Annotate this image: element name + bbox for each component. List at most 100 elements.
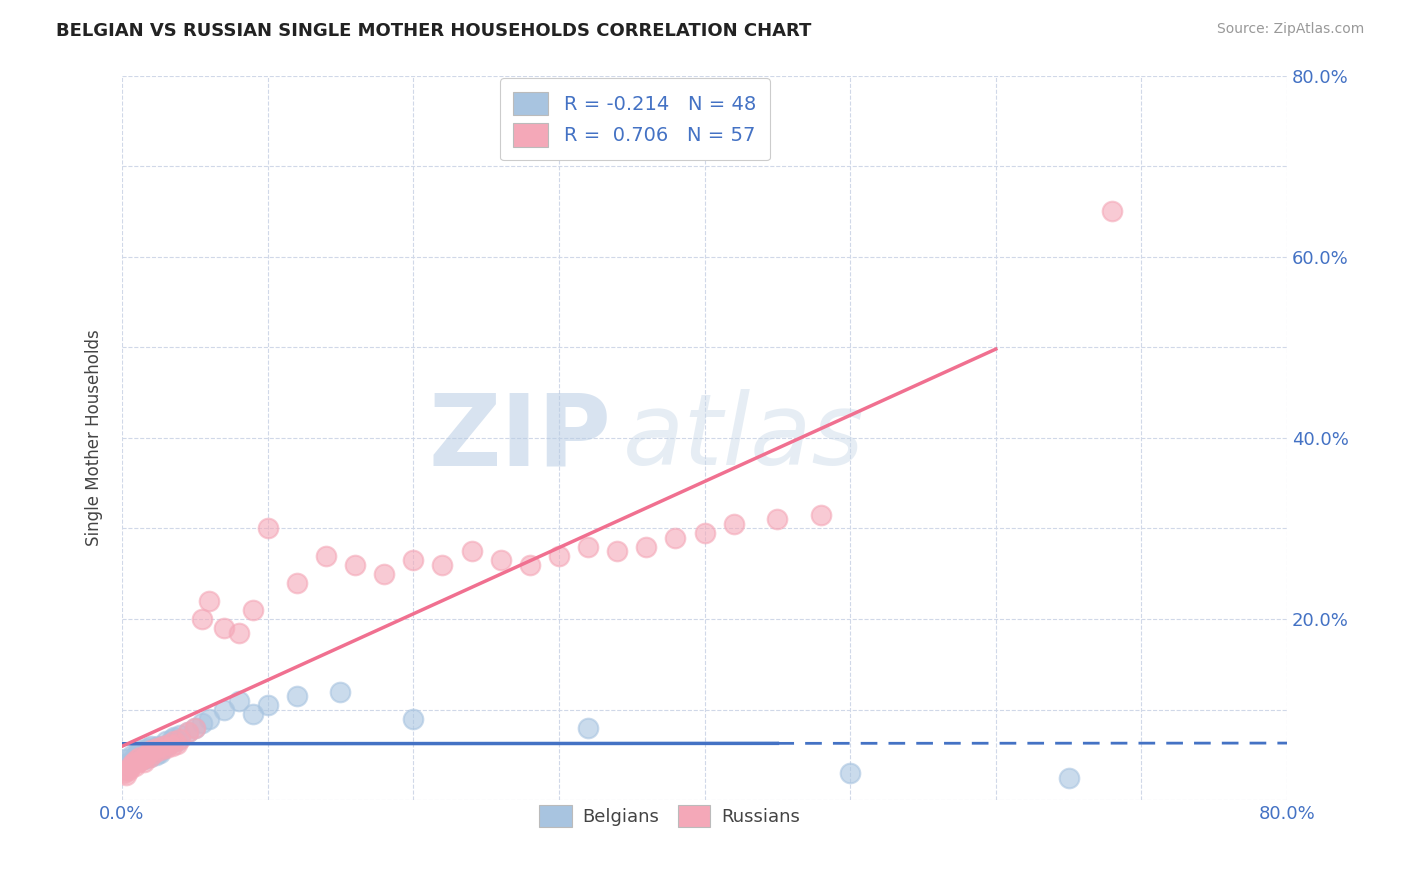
- Point: [112, 766, 135, 780]
- Point: [124, 759, 146, 773]
- Point: [1101, 204, 1123, 219]
- Point: [128, 743, 150, 757]
- Point: [136, 746, 159, 760]
- Point: [460, 544, 482, 558]
- Point: [548, 549, 571, 563]
- Point: [163, 730, 186, 744]
- Point: [112, 756, 135, 771]
- Point: [120, 755, 142, 769]
- Point: [138, 749, 160, 764]
- Point: [122, 755, 145, 769]
- Point: [212, 621, 235, 635]
- Point: [285, 575, 308, 590]
- Point: [146, 740, 169, 755]
- Point: [149, 743, 172, 757]
- Point: [285, 689, 308, 703]
- Point: [1057, 771, 1080, 785]
- Point: [723, 516, 745, 531]
- Point: [135, 747, 157, 762]
- Point: [519, 558, 541, 572]
- Point: [228, 625, 250, 640]
- Point: [129, 749, 152, 764]
- Point: [141, 739, 163, 753]
- Point: [766, 512, 789, 526]
- Point: [373, 566, 395, 581]
- Point: [155, 740, 177, 755]
- Point: [149, 746, 172, 760]
- Point: [160, 739, 183, 753]
- Point: [148, 739, 170, 753]
- Point: [606, 544, 628, 558]
- Point: [166, 737, 188, 751]
- Point: [143, 746, 166, 760]
- Point: [131, 751, 153, 765]
- Point: [184, 721, 207, 735]
- Point: [155, 734, 177, 748]
- Point: [118, 759, 141, 773]
- Point: [489, 553, 512, 567]
- Point: [664, 531, 686, 545]
- Point: [432, 558, 454, 572]
- Point: [120, 759, 142, 773]
- Point: [122, 749, 145, 764]
- Point: [142, 743, 165, 757]
- Point: [152, 739, 174, 753]
- Point: [198, 594, 221, 608]
- Point: [198, 712, 221, 726]
- Point: [576, 721, 599, 735]
- Point: [145, 747, 167, 762]
- Point: [152, 740, 174, 755]
- Point: [134, 749, 156, 764]
- Point: [136, 743, 159, 757]
- Point: [124, 753, 146, 767]
- Legend: Belgians, Russians: Belgians, Russians: [531, 798, 807, 835]
- Text: BELGIAN VS RUSSIAN SINGLE MOTHER HOUSEHOLDS CORRELATION CHART: BELGIAN VS RUSSIAN SINGLE MOTHER HOUSEHO…: [56, 22, 811, 40]
- Point: [329, 684, 352, 698]
- Y-axis label: Single Mother Households: Single Mother Households: [86, 329, 103, 546]
- Point: [121, 756, 143, 771]
- Point: [191, 716, 214, 731]
- Point: [176, 725, 198, 739]
- Point: [693, 526, 716, 541]
- Point: [115, 762, 138, 776]
- Point: [132, 755, 155, 769]
- Point: [576, 540, 599, 554]
- Point: [114, 752, 136, 766]
- Point: [163, 734, 186, 748]
- Point: [315, 549, 337, 563]
- Point: [157, 737, 180, 751]
- Text: atlas: atlas: [623, 390, 865, 486]
- Point: [160, 731, 183, 746]
- Point: [191, 612, 214, 626]
- Point: [166, 734, 188, 748]
- Point: [135, 740, 157, 755]
- Point: [228, 693, 250, 707]
- Point: [146, 743, 169, 757]
- Point: [131, 747, 153, 762]
- Point: [118, 764, 141, 778]
- Point: [127, 755, 149, 769]
- Text: ZIP: ZIP: [429, 390, 612, 486]
- Point: [143, 740, 166, 755]
- Point: [169, 728, 191, 742]
- Point: [138, 749, 160, 764]
- Point: [242, 603, 264, 617]
- Point: [117, 762, 139, 776]
- Point: [402, 712, 425, 726]
- Point: [810, 508, 832, 522]
- Point: [344, 558, 367, 572]
- Point: [402, 553, 425, 567]
- Point: [132, 752, 155, 766]
- Point: [212, 703, 235, 717]
- Point: [125, 752, 148, 766]
- Point: [256, 698, 278, 712]
- Point: [839, 766, 862, 780]
- Point: [129, 753, 152, 767]
- Point: [127, 751, 149, 765]
- Point: [125, 746, 148, 760]
- Point: [176, 725, 198, 739]
- Point: [150, 743, 173, 757]
- Text: Source: ZipAtlas.com: Source: ZipAtlas.com: [1216, 22, 1364, 37]
- Point: [117, 756, 139, 771]
- Point: [636, 540, 658, 554]
